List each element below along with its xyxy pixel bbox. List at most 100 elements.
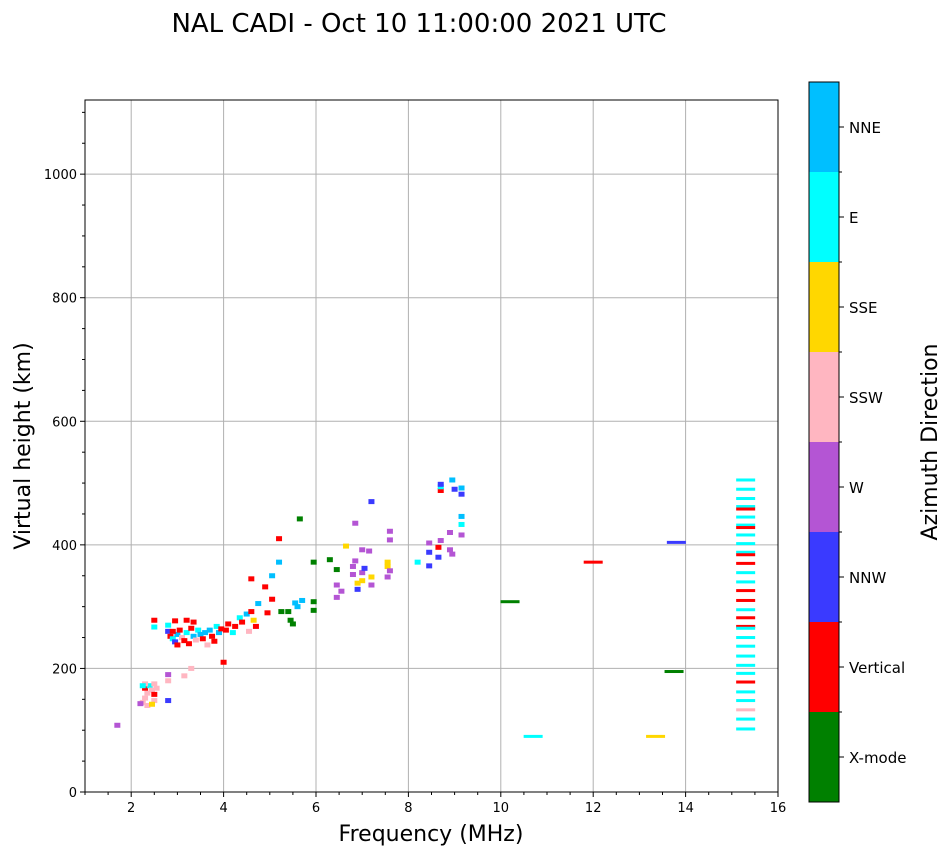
echo-point-nnw (426, 549, 433, 555)
echo-point-vertical (225, 621, 232, 627)
echo-point-ssw (142, 695, 149, 701)
y-axis-label: Virtual height (km) (11, 342, 36, 549)
echo-point-nne (449, 477, 456, 483)
echo-point-nnw (426, 563, 433, 569)
echo-point-nnw (458, 491, 465, 497)
echo-point-e (736, 478, 756, 482)
colorbar: X-mode Vertical NNW W SSW SSE E NNE (808, 81, 906, 803)
echo-point-ssw (153, 685, 160, 691)
echo-point-nnw (165, 628, 172, 634)
echo-point-vertical (262, 584, 269, 590)
echo-point-sse (354, 580, 361, 586)
echo-point-vertical (222, 627, 229, 633)
chart-title: NAL CADI - Oct 10 11:00:00 2021 UTC (171, 9, 666, 39)
echo-point-w (437, 538, 444, 544)
echo-point-w (352, 520, 359, 526)
echo-point-nnw (368, 499, 375, 505)
echo-point-e (213, 623, 220, 629)
echo-point-x-mode (289, 621, 296, 627)
colorbar-label-nne: NNE (849, 119, 881, 137)
echo-point-nne (243, 611, 250, 617)
echo-point-vertical (264, 610, 271, 616)
echo-point-nnw (666, 540, 686, 544)
echo-point-e (151, 624, 158, 630)
echo-point-nnw (437, 481, 444, 487)
echo-point-nne (299, 597, 306, 603)
y-tick-label: 200 (52, 662, 77, 677)
echo-point-e (736, 580, 756, 584)
echo-point-vertical (218, 626, 225, 632)
echo-point-e (458, 521, 465, 527)
echo-point-w (368, 582, 375, 588)
echo-point-vertical (736, 624, 756, 628)
echo-point-vertical (736, 680, 756, 684)
echo-point-vertical (435, 544, 442, 550)
echo-point-e (736, 699, 756, 703)
echo-point-vertical (736, 553, 756, 557)
echo-point-e (736, 487, 756, 491)
echo-point-sse (359, 578, 366, 584)
echo-point-nne (292, 600, 299, 606)
colorbar-swatch-vertical (809, 622, 839, 712)
echo-point-vertical (239, 619, 246, 625)
echo-point-vertical (199, 636, 206, 642)
echo-point-w (386, 568, 393, 574)
echo-point-vertical (252, 623, 259, 629)
colorbar-label-ssw: SSW (849, 389, 883, 407)
x-axis-ticks: 2 4 6 8 10 12 14 16 (84, 792, 786, 816)
echo-point-w (359, 570, 366, 576)
echo-point-e (195, 627, 202, 633)
echo-point-ssw (148, 687, 155, 693)
echo-point-e (736, 663, 756, 667)
x-axis-label: Frequency (MHz) (339, 822, 524, 847)
echo-point-e (736, 727, 756, 731)
grid (85, 100, 778, 792)
echo-point-e (146, 683, 153, 689)
echo-point-e (736, 542, 756, 546)
y-tick-label: 400 (52, 539, 77, 554)
colorbar-frame (808, 81, 840, 803)
echo-point-ssw (144, 690, 151, 696)
echo-point-e (736, 505, 756, 509)
echo-point-w (349, 572, 356, 578)
colorbar-swatch-x-mode (809, 712, 839, 802)
echo-point-vertical (583, 560, 603, 564)
colorbar-swatch-e (809, 172, 839, 262)
colorbar-swatch-sse (809, 262, 839, 352)
echo-point-ssw (192, 637, 199, 643)
echo-point-w (338, 588, 345, 594)
echo-point-ssw (151, 681, 158, 687)
echo-point-vertical (174, 642, 181, 648)
echo-point-x-mode (287, 617, 294, 623)
echo-point-e (169, 636, 176, 642)
echo-point-e (183, 630, 190, 636)
echo-point-nnw (435, 554, 442, 560)
echo-point-e (736, 644, 756, 648)
echo-point-ssw (151, 698, 158, 704)
y-tick-label: 800 (52, 292, 77, 307)
echo-point-vertical (269, 596, 276, 602)
echo-point-w (446, 530, 453, 535)
echo-point-e (229, 630, 236, 636)
echo-point-vertical (185, 641, 192, 647)
echo-point-x-mode (310, 559, 317, 565)
echo-point-ssw (246, 628, 253, 634)
colorbar-label-vertical: Vertical (849, 659, 905, 677)
echo-point-w (114, 722, 121, 728)
echo-point-w (446, 547, 453, 553)
echo-point-vertical (211, 638, 218, 644)
echo-point-vertical (181, 638, 188, 644)
echo-point-nne (206, 627, 213, 633)
echo-point-e (736, 515, 756, 519)
x-tick-label: 10 (493, 801, 510, 816)
echo-point-e (736, 523, 756, 527)
echo-point-e (523, 734, 543, 738)
echo-point-nnw (361, 565, 368, 571)
data-points (114, 477, 756, 738)
echo-point-x-mode (296, 516, 303, 522)
colorbar-label-w: W (849, 479, 864, 497)
echo-point-e (414, 559, 421, 565)
plot-frame (84, 99, 779, 793)
echo-point-nne (269, 573, 276, 579)
